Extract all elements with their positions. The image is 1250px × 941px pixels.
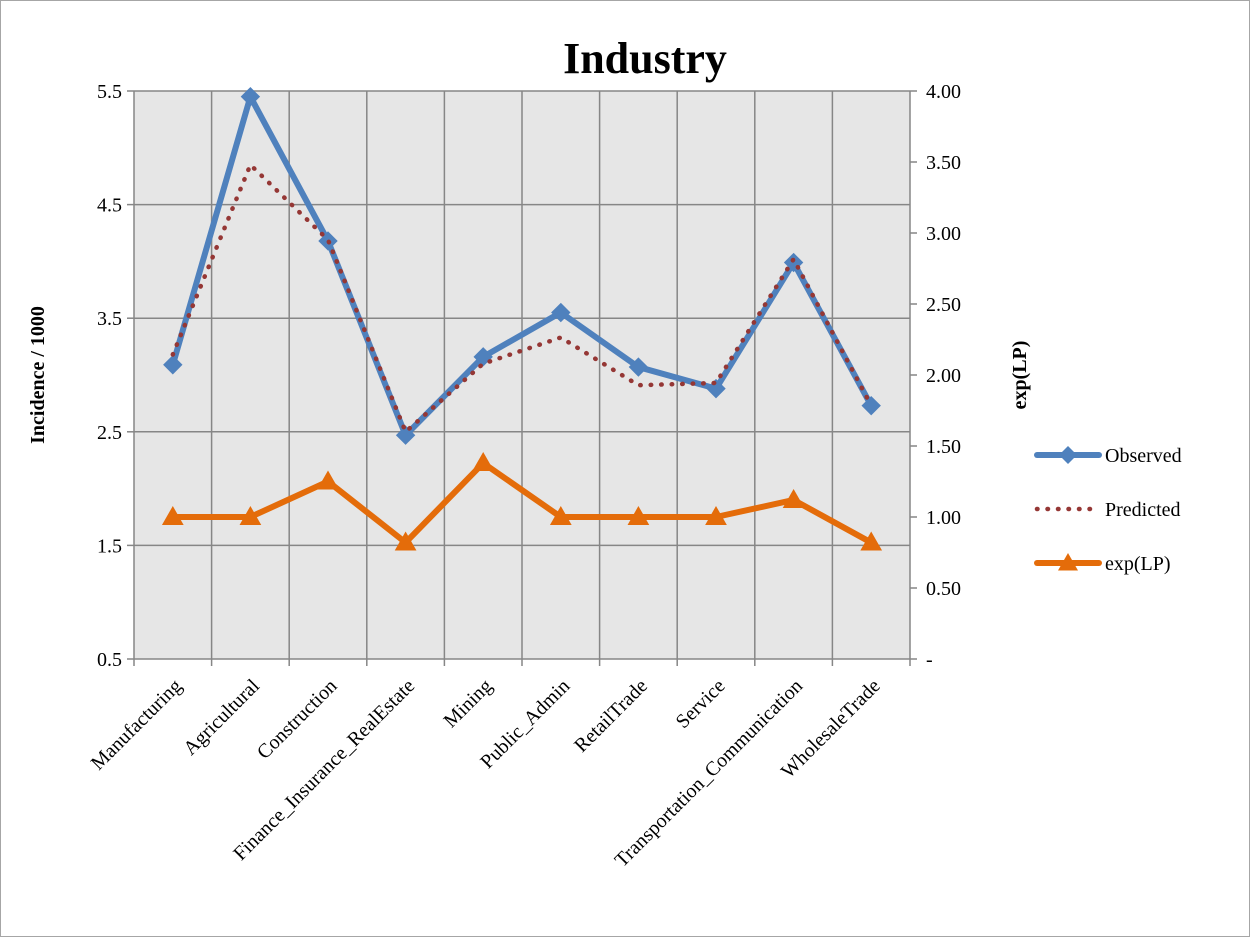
data-point-marker — [705, 505, 727, 525]
series-line — [169, 93, 875, 439]
data-point-marker — [395, 425, 416, 445]
series-layer — [161, 86, 883, 551]
data-point-marker — [472, 452, 495, 472]
data-point-marker — [317, 470, 339, 490]
y-tick-label: 1.5 — [97, 535, 122, 557]
data-point-marker — [860, 531, 883, 551]
data-point-marker — [161, 505, 184, 525]
y2-axis-label: exp(LP) — [1009, 341, 1031, 410]
data-point-marker — [628, 357, 649, 377]
x-tick-label: Service — [672, 675, 730, 733]
data-point-marker — [163, 355, 183, 375]
legend-label: Predicted — [1105, 499, 1181, 521]
legend-marker — [1059, 446, 1077, 464]
legend-label: exp(LP) — [1105, 553, 1171, 575]
legend-label: Observed — [1105, 445, 1182, 467]
y2-tick-label: 2.00 — [926, 365, 961, 387]
data-point-marker — [394, 531, 417, 551]
y-tick-label: 0.5 — [97, 649, 122, 671]
y2-tick-label: 0.50 — [926, 578, 961, 600]
x-tick-label: Agricultural — [179, 675, 264, 760]
x-tick-label: Manufacturing — [87, 675, 187, 775]
data-point-marker — [627, 505, 650, 525]
data-point-marker — [240, 86, 261, 107]
y2-tick-label: - — [926, 649, 933, 671]
y-tick-label: 5.5 — [97, 81, 122, 103]
data-point-marker — [549, 505, 572, 525]
data-point-marker — [782, 488, 805, 508]
y2-tick-label: 1.50 — [926, 436, 961, 458]
x-tick-label: RetailTrade — [570, 675, 652, 757]
y2-tick-label: 1.00 — [926, 507, 961, 529]
data-point-marker — [861, 395, 881, 416]
x-tick-label: Mining — [440, 675, 497, 732]
y2-tick-label: 2.50 — [926, 294, 961, 316]
y2-tick-label: 3.00 — [926, 223, 961, 245]
y-tick-label: 4.5 — [97, 195, 122, 217]
data-point-marker — [239, 505, 262, 525]
y-axis-label: Incidence / 1000 — [27, 306, 49, 444]
y2-tick-label: 4.00 — [926, 81, 961, 103]
legend-marker — [1058, 553, 1078, 571]
data-point-marker — [706, 378, 726, 399]
series-line — [170, 162, 874, 435]
y2-tick-label: 3.50 — [926, 152, 961, 174]
series-line — [169, 460, 875, 546]
y-tick-label: 2.5 — [97, 422, 122, 444]
chart-title: Industry — [563, 34, 727, 83]
grid-lines — [134, 90, 910, 659]
legend: Observed Predicted exp(LP) — [1034, 445, 1182, 575]
y-tick-label: 3.5 — [97, 308, 122, 330]
data-point-marker — [551, 302, 571, 323]
